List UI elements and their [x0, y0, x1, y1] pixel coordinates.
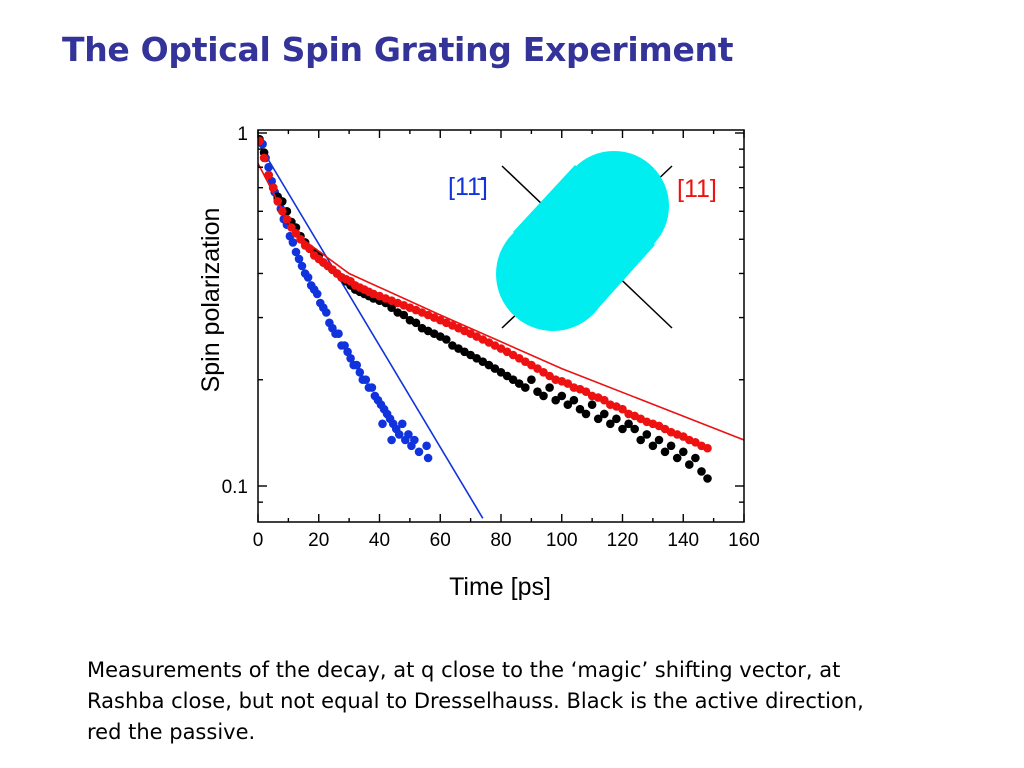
- blue-data-point: [367, 383, 377, 392]
- black-data-point: [679, 447, 688, 457]
- red-data-point: [264, 170, 273, 180]
- black-data-point: [539, 391, 548, 401]
- blue-data-point: [343, 347, 352, 357]
- spin-polarization-chart: [11̄] [11] 0 20 40 60 80 100 120 140 160 1 0.1 Tim…: [197, 124, 760, 601]
- blue-data-point: [297, 261, 307, 271]
- red-data-point: [258, 136, 264, 146]
- black-data-point: [533, 387, 542, 397]
- black-data-point: [685, 460, 694, 469]
- red-fit-line: [258, 163, 744, 441]
- black-data-point: [581, 409, 591, 419]
- blue-data-point: [294, 254, 304, 264]
- x-tick-label: 40: [369, 530, 390, 551]
- black-data-point: [557, 391, 567, 401]
- red-data-point: [618, 404, 627, 414]
- x-tick-label: 80: [490, 530, 511, 551]
- blue-data-point: [312, 289, 322, 299]
- x-tick-label: 140: [667, 530, 699, 551]
- blue-data-point: [346, 354, 355, 363]
- blue-data-point: [334, 329, 343, 339]
- red-data-point: [703, 443, 712, 453]
- black-data-point: [660, 447, 670, 457]
- black-data-point: [691, 453, 700, 463]
- y-tick-label: 0.1: [222, 477, 248, 498]
- black-data-point: [612, 414, 621, 424]
- black-data-point: [624, 419, 633, 429]
- black-data-point: [399, 310, 409, 320]
- black-data-point: [654, 435, 664, 445]
- y-axis-label: Spin polarization: [197, 208, 225, 393]
- black-data-point: [569, 395, 579, 405]
- x-axis-label: Time [ps]: [449, 573, 551, 601]
- blue-data-point: [404, 430, 413, 439]
- plot-layer: [258, 135, 744, 519]
- black-data-point: [521, 383, 530, 392]
- black-data-point: [545, 383, 554, 392]
- black-data-point: [508, 375, 518, 385]
- blue-data-point: [361, 375, 371, 385]
- slide-title: The Optical Spin Grating Experiment: [62, 30, 734, 69]
- x-tick-label: 0: [253, 530, 264, 551]
- black-data-point: [411, 318, 421, 328]
- black-data-point: [593, 414, 603, 424]
- blue-data-point: [303, 273, 313, 282]
- black-data-point: [697, 467, 706, 476]
- blue-data-point: [378, 419, 387, 429]
- x-tick-label: 160: [728, 530, 760, 551]
- blue-data-point: [355, 368, 365, 377]
- inset-label-right: [11]: [677, 175, 717, 203]
- black-data-point: [563, 400, 573, 410]
- blue-data-point: [410, 435, 419, 445]
- blue-data-point: [414, 447, 424, 457]
- caption-text: Measurements of the decay, at q close to…: [87, 658, 864, 744]
- blue-data-point: [322, 308, 331, 317]
- red-data-point: [600, 395, 609, 405]
- black-data-point: [527, 375, 536, 385]
- black-data-point: [703, 474, 712, 483]
- x-tick-label: 120: [607, 530, 639, 551]
- black-data-point: [606, 419, 615, 429]
- inset-label-left: [11̄]: [448, 173, 488, 201]
- black-data-point: [630, 424, 639, 434]
- x-tick-label: 20: [308, 530, 329, 551]
- red-data-point: [581, 387, 591, 397]
- blue-data-point: [422, 441, 431, 451]
- blue-data-point: [288, 238, 298, 247]
- blue-data-point: [394, 430, 404, 439]
- black-data-point: [636, 435, 645, 445]
- black-data-point: [587, 400, 597, 410]
- black-data-point: [514, 379, 524, 388]
- black-data-point: [648, 441, 658, 451]
- x-tick-label: 60: [430, 530, 451, 551]
- y-tick-label: 1: [237, 124, 248, 145]
- blue-data-point: [423, 453, 433, 463]
- black-data-point: [618, 424, 627, 434]
- inset-shape-peanut: [496, 151, 669, 331]
- red-data-point: [259, 153, 269, 163]
- black-data-point: [672, 453, 682, 463]
- black-data-point: [600, 409, 609, 419]
- black-data-point: [666, 441, 676, 451]
- blue-data-point: [387, 435, 396, 445]
- black-data-point: [642, 430, 652, 439]
- black-data-point: [575, 404, 585, 414]
- blue-fit-line: [258, 142, 484, 519]
- blue-data-point: [398, 419, 407, 429]
- inset-diagram: [11̄] [11]: [448, 151, 717, 331]
- blue-data-point: [352, 360, 362, 370]
- x-tick-label: 100: [546, 530, 578, 551]
- axes-layer: 0 20 40 60 80 100 120 140 160 1 0.1: [222, 124, 760, 551]
- black-data-point: [387, 303, 396, 313]
- black-data-point: [442, 335, 451, 344]
- black-data-point: [551, 395, 560, 405]
- red-data-point: [563, 379, 573, 388]
- blue-data-point: [291, 247, 301, 257]
